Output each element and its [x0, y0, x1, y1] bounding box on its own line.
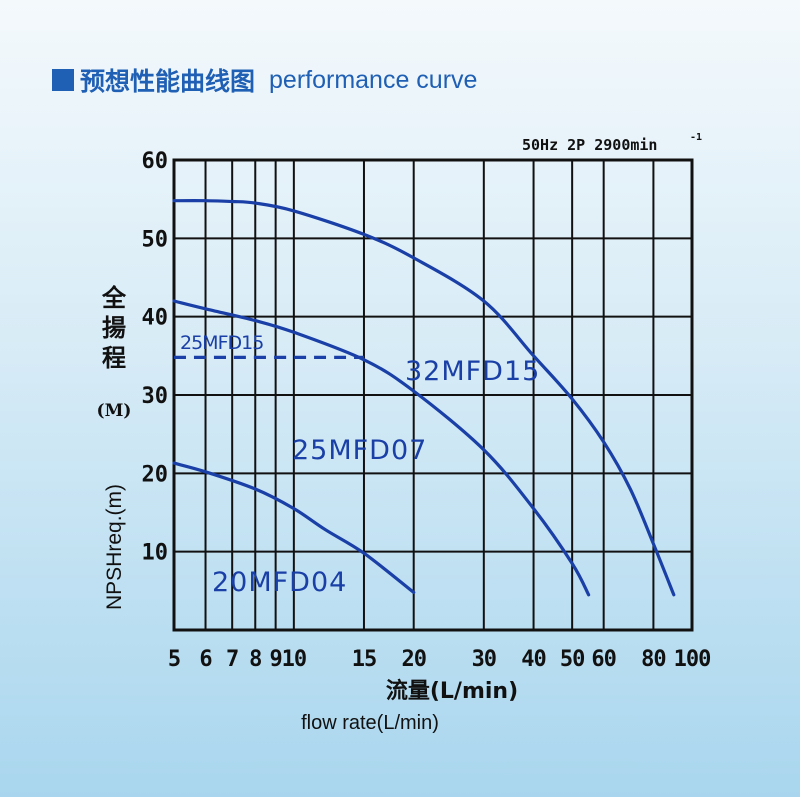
x-tick-label-30: 30 — [472, 647, 497, 672]
x-tick-label-80: 80 — [641, 647, 666, 672]
series-label-25mfd15: 25MFD15 — [180, 332, 263, 354]
x-tick-label-10: 10 — [282, 647, 307, 672]
x-tick-label-20: 20 — [401, 647, 426, 672]
x-tick-label-6: 6 — [199, 647, 212, 672]
chart-title-cn: 预想性能曲线图 — [80, 67, 256, 96]
x-tick-label-5: 5 — [168, 647, 180, 672]
series-line-25mfd07 — [172, 299, 591, 597]
plot-border — [172, 158, 694, 632]
x-tick-label-60: 60 — [591, 647, 616, 672]
y-tick-label-30: 30 — [142, 384, 169, 409]
header-square-icon — [52, 69, 74, 91]
y-axis-label-npsh: NPSHreq.(m) — [103, 484, 126, 610]
x-tick-label-8: 8 — [249, 647, 261, 672]
series-line-20mfd04 — [172, 461, 416, 594]
y-axis-label-char-2: 程 — [102, 344, 126, 372]
x-axis-label-en: flow rate(L/min) — [301, 712, 439, 734]
x-tick-label-40: 40 — [521, 647, 546, 672]
y-axis-label-char-1: 揚 — [102, 314, 126, 342]
y-tick-label-20: 20 — [142, 462, 169, 487]
label-layer: 5 6 7 8 9 10 15 20 30 40 50 60 80 10010203040506050Hz… — [97, 132, 712, 704]
y-tick-label-40: 40 — [142, 306, 169, 331]
y-axis-unit: (M) — [97, 401, 132, 421]
spec-superscript: -1 — [690, 132, 702, 143]
spec-label: 50Hz 2P 2900min — [522, 136, 657, 154]
y-tick-label-50: 50 — [142, 227, 169, 252]
x-tick-label-7: 7 — [226, 647, 238, 672]
y-tick-label-60: 60 — [142, 149, 169, 174]
series-line-32mfd15 — [172, 199, 676, 597]
x-tick-label-50: 50 — [560, 647, 585, 672]
chart-header: 预想性能曲线图 performance curve — [52, 60, 477, 100]
y-axis-label-char-0: 全 — [101, 284, 127, 312]
chart-title-en: performance curve — [269, 65, 478, 94]
x-tick-label-15: 15 — [352, 647, 377, 672]
curve-layer — [172, 199, 676, 597]
series-label-20mfd04: 20MFD04 — [212, 567, 347, 598]
y-tick-label-10: 10 — [142, 541, 169, 566]
series-label-25mfd07: 25MFD07 — [292, 435, 427, 466]
series-label-32mfd15: 32MFD15 — [405, 356, 540, 387]
x-tick-label-9: 9 — [270, 647, 282, 672]
x-tick-label-100: 100 — [674, 647, 711, 672]
grid-layer — [172, 158, 694, 632]
x-axis-label-cn: 流量(L/min) — [386, 678, 518, 704]
